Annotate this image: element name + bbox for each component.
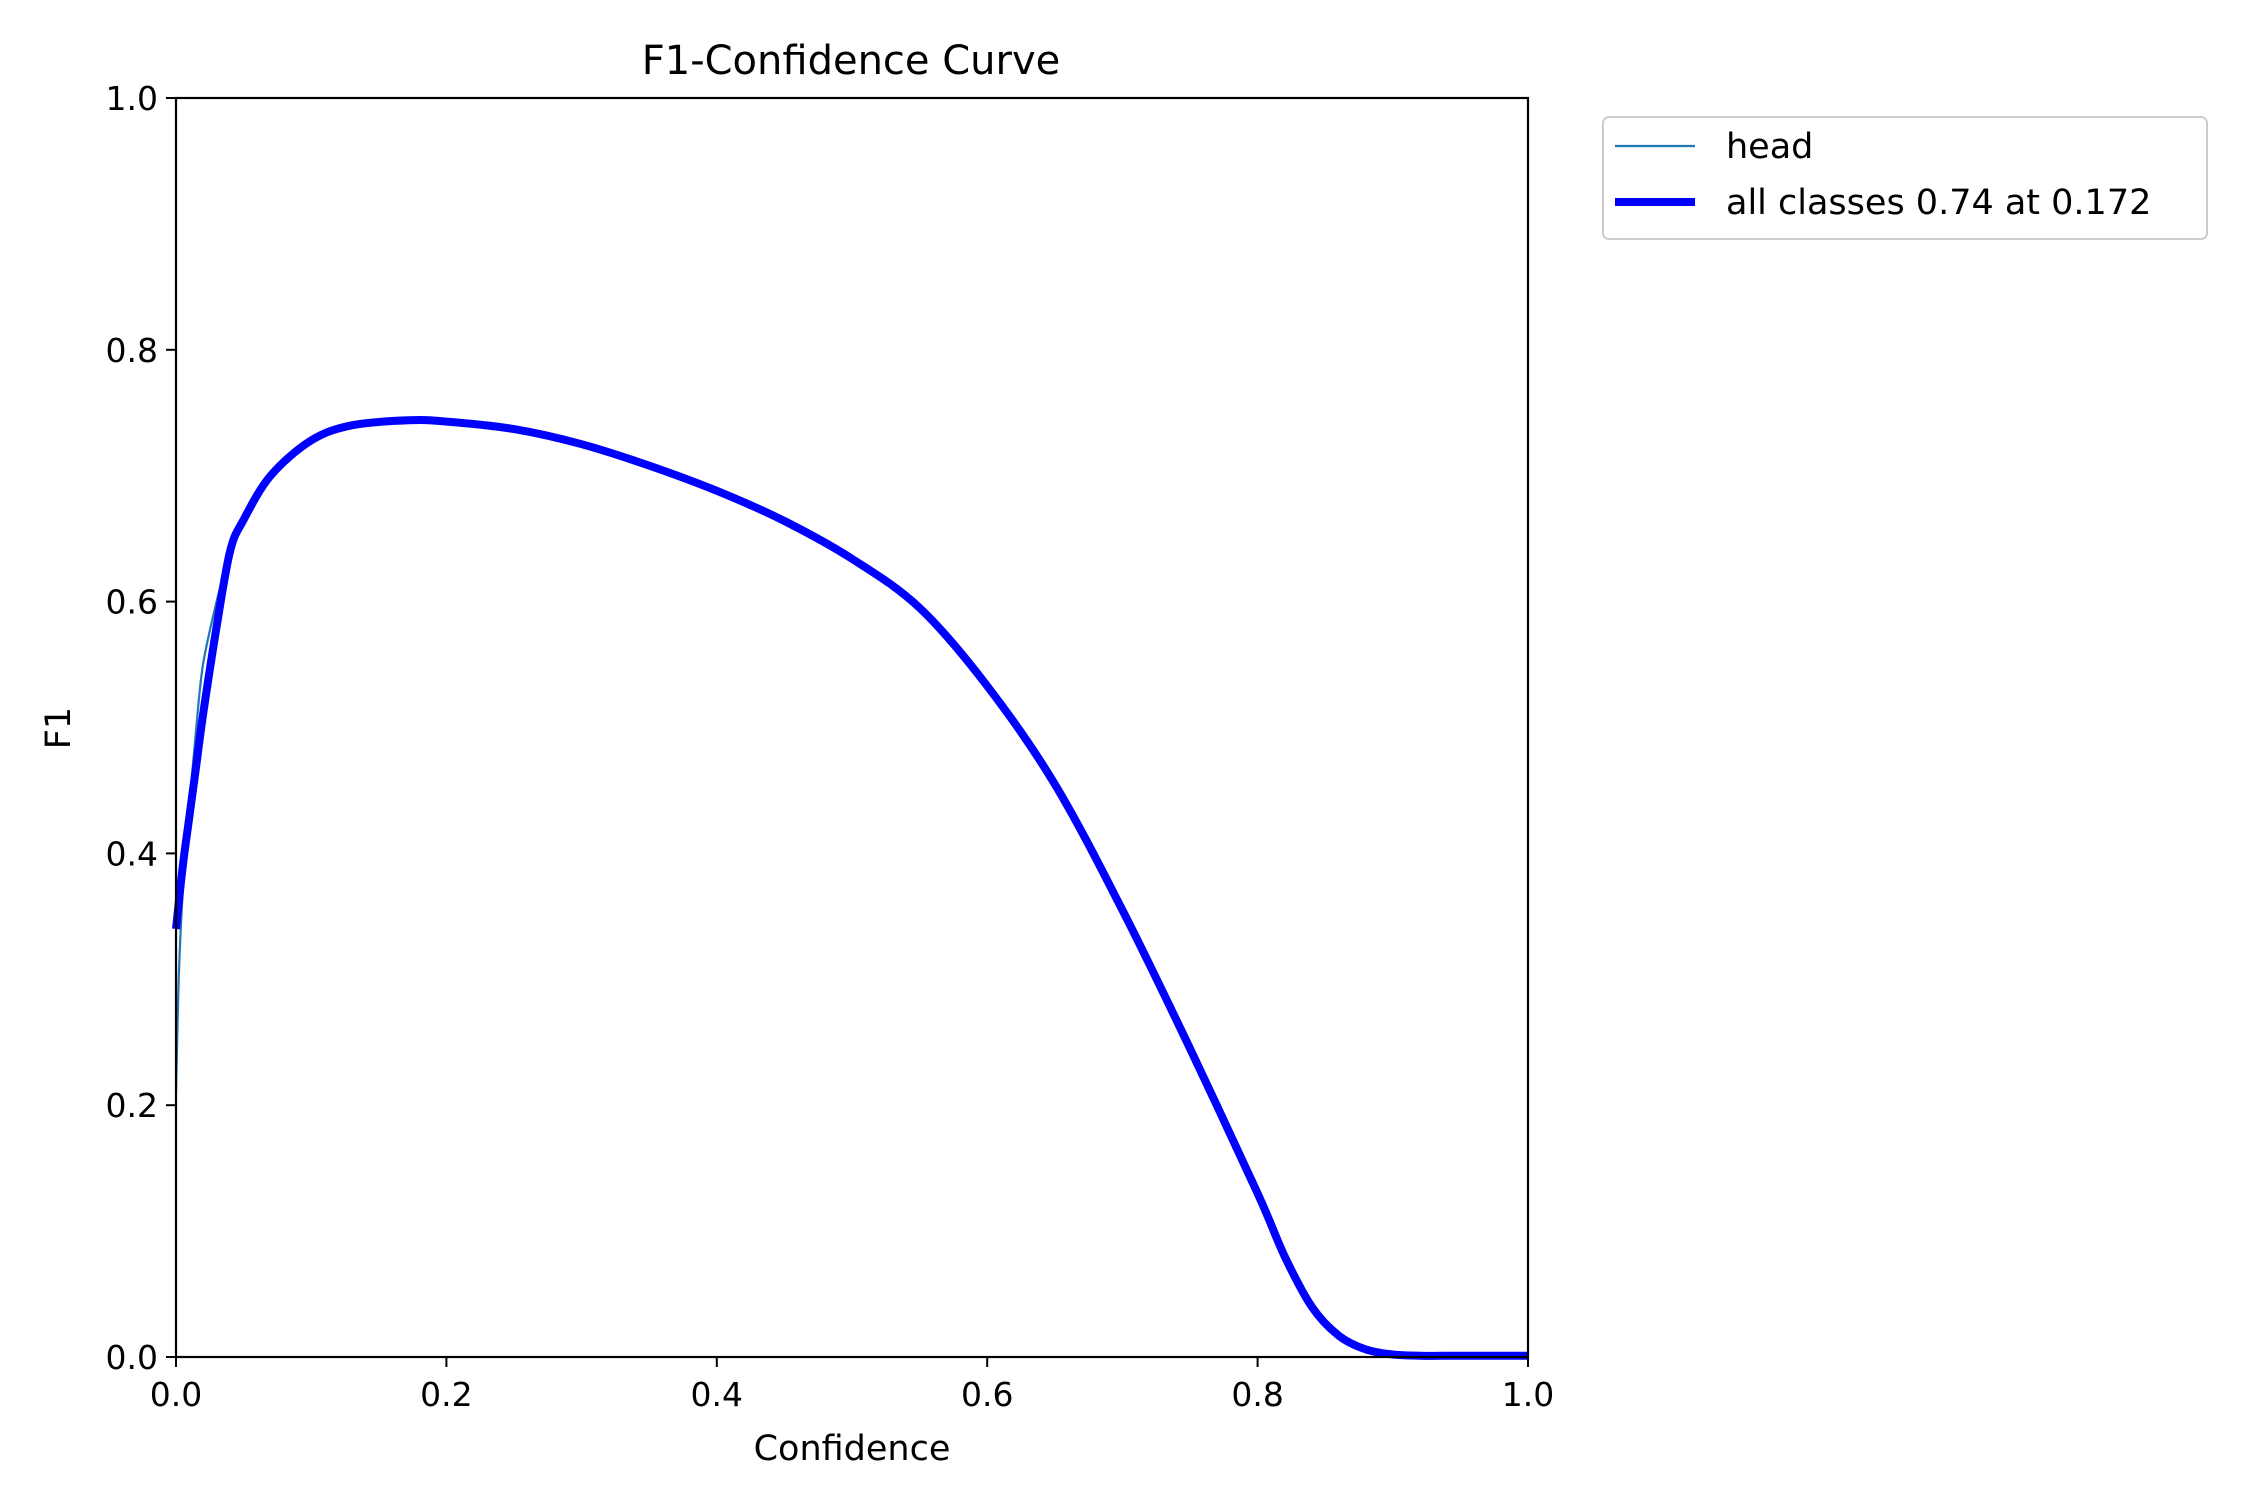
legend-label-head: head [1726,127,1813,167]
legend-label-all-classes: all classes 0.74 at 0.172 [1726,183,2151,223]
y-tick-label: 0.2 [106,1086,158,1125]
x-tick-label: 0.4 [691,1375,743,1414]
x-tick-label: 0.2 [420,1375,472,1414]
x-tick-label: 1.0 [1502,1375,1554,1414]
x-axis-label: Confidence [754,1429,951,1469]
legend-frame [1602,116,2208,240]
y-tick-label: 0.6 [106,583,158,622]
series-layer [172,416,1528,1360]
series-line-all-classes [172,416,1528,1360]
x-axis: 0.0 0.2 0.4 0.6 0.8 1.0 [150,1357,1554,1414]
y-axis: 0.0 0.2 0.4 0.6 0.8 1.0 [106,79,176,1377]
y-axis-label: F1 [39,707,79,749]
x-tick-label: 0.8 [1231,1375,1283,1414]
axes-frame [174,96,1530,1359]
x-tick-label: 0.0 [150,1375,202,1414]
x-tick-label: 0.6 [961,1375,1013,1414]
plot-area [172,96,1530,1360]
y-tick-label: 0.8 [106,331,158,370]
y-tick-label: 1.0 [106,79,158,118]
y-tick-label: 0.0 [106,1338,158,1377]
legend: head all classes 0.74 at 0.172 [1602,116,2208,240]
y-tick-label: 0.4 [106,834,158,873]
chart-title: F1-Confidence Curve [642,38,1061,84]
